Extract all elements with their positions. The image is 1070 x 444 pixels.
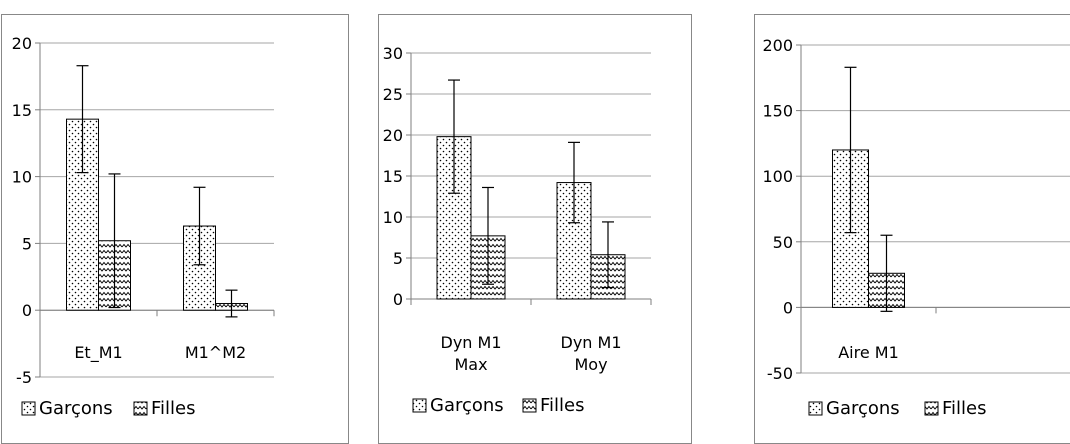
chart-svg-2: 0 5 10 15 20 25 30 Dyn M1 Max Dyn M1 Moy Garçons Fil…: [383, 44, 652, 416]
y-tick-label: 30: [383, 44, 403, 63]
legend-swatch-waves: [924, 401, 939, 416]
legend-label: Filles: [151, 398, 196, 419]
chart-svg-1: -5 0 5 10 15 20 Et_M1 M1^M2 Garçons Filles: [12, 34, 275, 419]
legend-swatch-dots: [412, 398, 427, 413]
legend-swatch-waves: [522, 398, 537, 413]
category-label: Dyn M1: [561, 333, 622, 352]
y-tick-label: -50: [767, 364, 793, 383]
legend-label: Garçons: [826, 398, 900, 419]
legend-swatch-waves: [133, 401, 148, 416]
category-label: Et_M1: [74, 343, 122, 363]
category-label: M1^M2: [185, 343, 246, 362]
y-tick-label: 15: [383, 167, 403, 186]
y-tick-label: 0: [393, 290, 403, 309]
category-label: Aire M1: [838, 343, 899, 362]
category-label: Max: [454, 355, 487, 374]
y-tick-label: 5: [22, 234, 32, 253]
chart-panel-1: -5 0 5 10 15 20 Et_M1 M1^M2 Garçons Filles: [1, 14, 349, 444]
y-tick-label: 0: [783, 298, 793, 317]
chart-svg-3: -50 0 50 100 150 200 Aire M1 Garçons Filles: [762, 36, 1070, 419]
y-tick-label: 10: [383, 208, 403, 227]
y-tick-label: 20: [12, 34, 32, 53]
y-tick-label: 25: [383, 85, 403, 104]
chart-panel-3: -50 0 50 100 150 200 Aire M1 Garçons Filles: [754, 14, 1070, 444]
category-label: Moy: [574, 355, 607, 374]
y-tick-label: 5: [393, 249, 403, 268]
y-tick-label: 50: [773, 233, 793, 252]
legend-swatch-dots: [21, 401, 36, 416]
legend-label: Filles: [942, 398, 987, 419]
category-label: Dyn M1: [441, 333, 502, 352]
y-tick-label: 0: [22, 301, 32, 320]
legend-label: Filles: [540, 395, 585, 416]
y-tick-label: 15: [12, 101, 32, 120]
chart-panel-2: 0 5 10 15 20 25 30 Dyn M1 Max Dyn M1 Moy Garçons Fil…: [378, 14, 692, 444]
y-tick-label: 200: [762, 36, 793, 55]
legend-swatch-dots: [808, 401, 823, 416]
y-tick-label: 20: [383, 126, 403, 145]
legend-label: Garçons: [39, 398, 113, 419]
y-tick-label: 150: [762, 102, 793, 121]
y-tick-label: 100: [762, 167, 793, 186]
y-tick-label: 10: [12, 168, 32, 187]
y-tick-label: -5: [16, 368, 32, 387]
legend-label: Garçons: [430, 395, 504, 416]
